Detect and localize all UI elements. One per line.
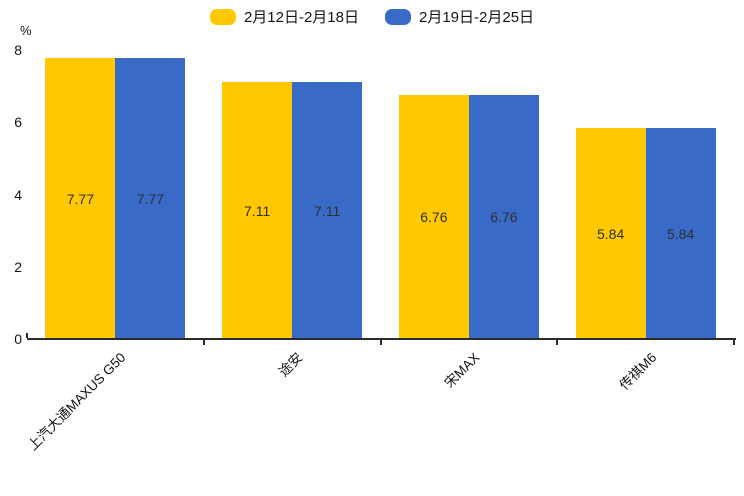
x-axis-line [27,338,736,340]
x-axis-category-label: 上汽大通MAXUS G50 [25,349,129,454]
x-axis-category-label: 传祺M6 [616,349,660,393]
bar-2月19日-2月25日-宋MAX [468,94,539,339]
bar-2月12日-2月18日-宋MAX [398,94,469,339]
x-axis-tick [379,340,382,345]
y-axis-unit-label: % [20,23,32,38]
x-axis-tick [202,340,205,345]
y-axis-tick-label: 4 [14,186,22,203]
bar-value-label: 6.76 [490,208,518,225]
bar-value-label: 6.76 [420,208,448,225]
bar-2月19日-2月25日-传祺M6 [645,128,716,339]
bar-value-label: 7.77 [136,190,164,207]
y-axis-tick-label: 2 [14,258,22,275]
legend-label-0: 2月12日-2月18日 [243,9,359,26]
y-axis-tick-label: 8 [14,42,22,58]
bar-2月12日-2月18日-上汽大通MAXUS G50 [45,58,116,339]
x-axis-tick [733,340,735,345]
legend-item-1: 2月19日-2月25日 [385,6,534,27]
x-axis-category-label: 途安 [275,349,306,380]
bar-value-label: 7.11 [314,202,341,219]
bar-value-label: 7.11 [244,202,271,219]
bar-2月19日-2月25日-途安 [292,82,363,339]
legend-swatch-0 [209,8,236,25]
y-axis-tick-label: 0 [14,331,22,347]
bar-2月12日-2月18日-途安 [222,82,293,339]
bar-2月19日-2月25日-上汽大通MAXUS G50 [115,58,186,339]
bar-2月12日-2月18日-传祺M6 [575,128,646,339]
y-axis-tick-label: 6 [14,114,22,131]
bar-value-label: 7.77 [66,190,94,207]
bar-value-label: 5.84 [597,225,625,242]
x-axis-tick [26,333,28,338]
bar-value-label: 5.84 [667,225,695,242]
chart-legend: 2月12日-2月18日 2月19日-2月25日 [0,6,744,27]
x-axis-category-label: 宋MAX [441,349,483,391]
x-axis-tick [556,340,559,345]
legend-swatch-1 [385,8,411,25]
legend-item-0: 2月12日-2月18日 [209,6,359,27]
legend-label-1: 2月19日-2月25日 [419,9,535,26]
